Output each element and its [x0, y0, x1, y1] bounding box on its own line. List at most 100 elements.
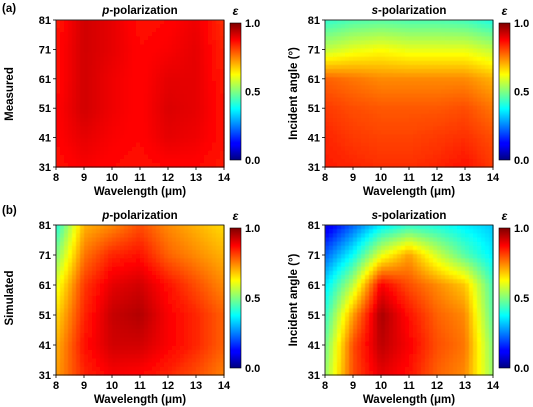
- heatmap-cell: [84, 283, 89, 289]
- heatmap-cell: [461, 150, 466, 156]
- heatmap-cell: [196, 358, 201, 364]
- heatmap-cell: [204, 105, 209, 111]
- heatmap-cell: [128, 36, 133, 42]
- heatmap-cell: [200, 304, 205, 309]
- heatmap-cell: [385, 69, 390, 74]
- heatmap-cell: [100, 56, 105, 62]
- heatmap-cell: [473, 36, 478, 42]
- heatmap-cell: [100, 89, 105, 95]
- heatmap-cell: [337, 109, 342, 115]
- heatmap-cell: [112, 154, 117, 160]
- heatmap-cell: [397, 52, 402, 58]
- heatmap-cell: [144, 60, 149, 66]
- heatmap-cell: [192, 118, 197, 123]
- heatmap-cell: [457, 36, 462, 42]
- heatmap-cell: [172, 337, 177, 343]
- heatmap-cell: [397, 20, 402, 25]
- heatmap-cell: [164, 258, 169, 264]
- heatmap-cell: [196, 275, 201, 280]
- heatmap-cell: [369, 126, 374, 131]
- x-tick-label: 8: [53, 172, 59, 184]
- heatmap-cell: [377, 52, 382, 58]
- heatmap-cell: [80, 158, 85, 164]
- heatmap-cell: [96, 241, 101, 247]
- heatmap-cell: [433, 73, 438, 78]
- heatmap-cell: [140, 337, 145, 343]
- heatmap-cell: [76, 97, 81, 103]
- heatmap-cell: [220, 93, 225, 99]
- heatmap-cell: [361, 233, 366, 239]
- heatmap-cell: [393, 36, 398, 42]
- heatmap-cell: [116, 333, 121, 339]
- heatmap-cell: [188, 146, 193, 152]
- heatmap-cell: [76, 258, 81, 264]
- heatmap-cell: [56, 287, 61, 293]
- heatmap-cell: [84, 362, 89, 368]
- heatmap-cell: [489, 97, 494, 103]
- heatmap-cell: [208, 158, 213, 164]
- heatmap-cell: [325, 150, 330, 156]
- heatmap-cell: [152, 85, 157, 91]
- heatmap-cell: [64, 254, 69, 259]
- heatmap-cell: [164, 325, 169, 330]
- heatmap-cell: [140, 40, 145, 46]
- heatmap-cell: [100, 81, 105, 86]
- heatmap-cell: [120, 146, 125, 152]
- heatmap-cell: [345, 101, 350, 107]
- heatmap-cell: [92, 287, 97, 293]
- heatmap-cell: [465, 113, 470, 119]
- heatmap-cell: [112, 254, 117, 259]
- heatmap-cell: [397, 118, 402, 123]
- heatmap-cell: [361, 138, 366, 144]
- heatmap-cell: [365, 254, 370, 259]
- heatmap-cell: [92, 362, 97, 368]
- heatmap-cell: [389, 52, 394, 58]
- heatmap-cell: [341, 126, 346, 131]
- heatmap-cell: [56, 316, 61, 322]
- heatmap-cell: [381, 162, 386, 168]
- heatmap-cell: [60, 73, 65, 78]
- heatmap-cell: [345, 36, 350, 42]
- heatmap-cell: [132, 370, 137, 376]
- heatmap-cell: [373, 118, 378, 123]
- heatmap-cell: [76, 345, 81, 351]
- heatmap-cell: [100, 32, 105, 37]
- heatmap-cell: [92, 366, 97, 372]
- heatmap-cell: [164, 304, 169, 309]
- heatmap-cell: [473, 109, 478, 115]
- heatmap-cell: [212, 101, 217, 107]
- heatmap-cell: [64, 134, 69, 140]
- heatmap-cell: [449, 24, 454, 29]
- heatmap-cell: [72, 126, 77, 131]
- heatmap-cell: [381, 245, 386, 251]
- heatmap-cell: [192, 258, 197, 264]
- heatmap-cell: [72, 73, 77, 78]
- heatmap-cell: [136, 113, 141, 119]
- heatmap-cell: [108, 258, 113, 264]
- heatmap-cell: [172, 366, 177, 372]
- heatmap-cell: [333, 73, 338, 78]
- heatmap-cell: [124, 229, 129, 234]
- heatmap-cell: [160, 241, 165, 247]
- heatmap-cell: [401, 130, 406, 135]
- heatmap-cell: [68, 279, 73, 284]
- heatmap-cell: [489, 40, 494, 46]
- heatmap-cell: [208, 48, 213, 54]
- heatmap-cell: [457, 109, 462, 115]
- heatmap-cell: [108, 44, 113, 50]
- heatmap-cell: [216, 258, 221, 264]
- heatmap-cell: [349, 118, 354, 123]
- heatmap-cell: [184, 81, 189, 86]
- heatmap-cell: [465, 250, 470, 255]
- heatmap-cell: [361, 142, 366, 148]
- heatmap-cell: [60, 28, 65, 33]
- heatmap-cell: [381, 250, 386, 255]
- heatmap-cell: [180, 130, 185, 135]
- heatmap-cell: [64, 295, 69, 301]
- heatmap-cell: [144, 85, 149, 91]
- y-tick-label: 51: [39, 103, 51, 115]
- heatmap-cell: [172, 162, 177, 168]
- heatmap-cell: [176, 225, 181, 230]
- heatmap-cell: [461, 85, 466, 91]
- heatmap-cell: [465, 229, 470, 234]
